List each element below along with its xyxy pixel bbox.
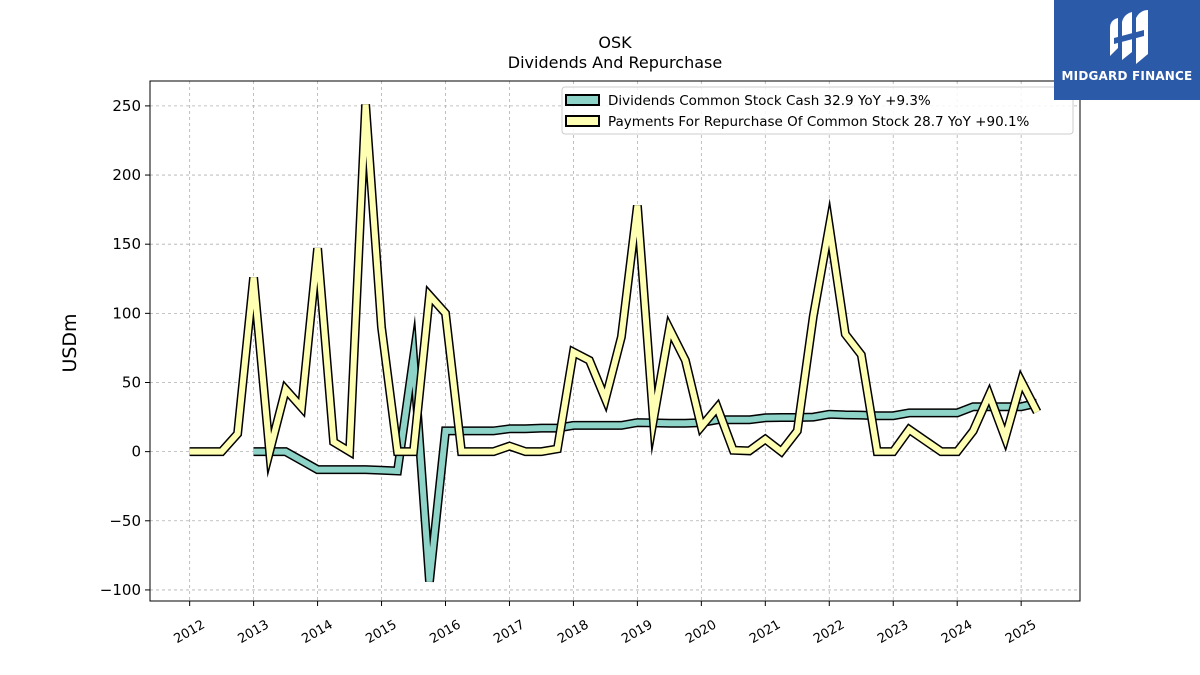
x-axis-ticks: 2012 2013 2014 2015 2016 2017 2018 2019 2020 2021… — [171, 601, 1039, 647]
y-tick-label: −100 — [100, 581, 141, 599]
chart-subtitle: Dividends And Repurchase — [508, 53, 722, 72]
legend-label: Dividends Common Stock Cash 32.9 YoY +9.… — [608, 93, 931, 109]
midgard-finance-logo: MIDGARD FINANCE — [1054, 0, 1200, 100]
x-tick-label: 2024 — [939, 617, 975, 647]
plot-frame — [149, 80, 1081, 602]
logo-text: MIDGARD FINANCE — [1061, 69, 1193, 83]
series-line-2 — [189, 104, 1040, 470]
x-tick-label: 2022 — [811, 617, 847, 647]
y-tick-label: 150 — [112, 235, 141, 253]
y-axis-label: USDm — [59, 313, 81, 372]
series-line-1 — [253, 329, 1038, 582]
x-tick-label: 2012 — [171, 617, 207, 647]
x-tick-label: 2023 — [875, 617, 911, 647]
x-tick-label: 2013 — [235, 617, 271, 647]
legend-swatch — [565, 115, 600, 127]
legend-box — [561, 86, 1074, 135]
x-tick-label: 2014 — [299, 617, 335, 647]
y-tick-label: 50 — [122, 373, 141, 391]
x-tick-label: 2018 — [555, 617, 591, 647]
y-tick-label: 100 — [112, 304, 141, 322]
series-layer — [189, 104, 1042, 583]
x-tick-label: 2025 — [1003, 617, 1039, 647]
y-tick-label: 0 — [131, 443, 141, 461]
logo-mark-icon — [1110, 10, 1148, 64]
x-tick-label: 2020 — [683, 617, 719, 647]
y-axis-ticks: −100 −50 0 50 100 150 200 250 — [100, 97, 150, 599]
legend: Dividends Common Stock Cash 32.9 YoY +9.… — [561, 86, 1074, 135]
y-tick-label: 200 — [112, 166, 141, 184]
x-tick-label: 2017 — [491, 617, 527, 647]
y-tick-label: 250 — [112, 97, 141, 115]
x-tick-label: 2021 — [747, 617, 783, 647]
x-tick-label: 2016 — [427, 617, 463, 647]
chart-title: OSK — [598, 33, 632, 52]
x-tick-label: 2015 — [363, 617, 399, 647]
legend-label: Payments For Repurchase Of Common Stock … — [608, 114, 1030, 130]
x-tick-label: 2019 — [619, 617, 655, 647]
grid-lines — [150, 81, 1080, 601]
legend-swatch — [565, 94, 600, 106]
y-tick-label: −50 — [109, 512, 141, 530]
